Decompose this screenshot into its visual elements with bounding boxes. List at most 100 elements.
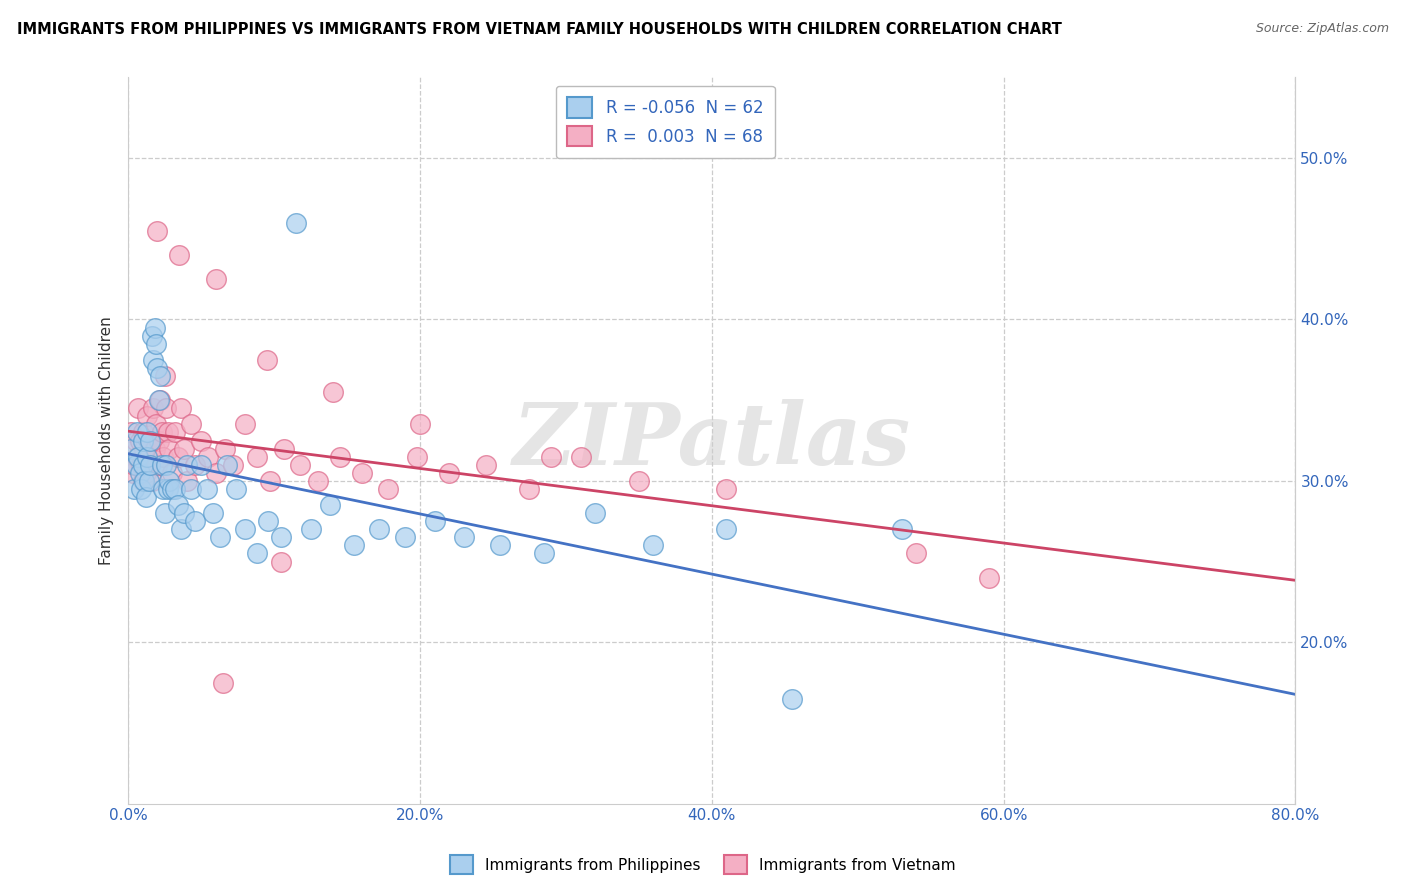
Point xyxy=(285,216,308,230)
Point xyxy=(409,417,432,432)
Point xyxy=(134,474,156,488)
Point xyxy=(142,352,165,367)
Point xyxy=(170,522,193,536)
Point xyxy=(890,522,912,536)
Point xyxy=(146,360,169,375)
Point xyxy=(145,417,167,432)
Point xyxy=(132,458,155,472)
Point xyxy=(129,434,152,448)
Point xyxy=(257,514,280,528)
Point xyxy=(125,425,148,440)
Point xyxy=(139,434,162,448)
Point xyxy=(150,425,173,440)
Point xyxy=(540,450,562,464)
Point xyxy=(132,474,155,488)
Legend: R = -0.056  N = 62, R =  0.003  N = 68: R = -0.056 N = 62, R = 0.003 N = 68 xyxy=(555,86,775,158)
Point xyxy=(143,442,166,456)
Point xyxy=(145,336,167,351)
Point xyxy=(176,458,198,472)
Point xyxy=(204,466,226,480)
Point xyxy=(321,385,343,400)
Point xyxy=(129,466,152,480)
Point xyxy=(155,401,177,416)
Legend: Immigrants from Philippines, Immigrants from Vietnam: Immigrants from Philippines, Immigrants … xyxy=(444,849,962,880)
Point xyxy=(166,450,188,464)
Point xyxy=(489,538,512,552)
Point xyxy=(377,482,399,496)
Point xyxy=(209,530,232,544)
Point xyxy=(259,474,281,488)
Point xyxy=(135,466,157,480)
Point xyxy=(519,482,541,496)
Point xyxy=(169,248,191,262)
Point xyxy=(127,401,149,416)
Point xyxy=(166,498,188,512)
Point xyxy=(290,458,312,472)
Point xyxy=(204,272,226,286)
Point xyxy=(180,482,202,496)
Point xyxy=(184,514,207,528)
Point xyxy=(148,434,170,448)
Point xyxy=(716,522,738,536)
Point xyxy=(139,458,162,472)
Point xyxy=(121,466,143,480)
Point xyxy=(299,522,322,536)
Point xyxy=(176,474,198,488)
Point xyxy=(135,490,157,504)
Point xyxy=(343,538,366,552)
Point xyxy=(157,474,180,488)
Point xyxy=(132,425,155,440)
Point xyxy=(439,466,461,480)
Point xyxy=(156,482,179,496)
Point xyxy=(318,498,340,512)
Point xyxy=(716,482,738,496)
Point xyxy=(157,442,180,456)
Point xyxy=(583,506,606,520)
Point xyxy=(131,482,153,496)
Point xyxy=(160,482,183,496)
Point xyxy=(131,458,153,472)
Point xyxy=(246,547,269,561)
Point xyxy=(368,522,391,536)
Point xyxy=(180,417,202,432)
Point xyxy=(233,522,256,536)
Point xyxy=(977,571,1000,585)
Point xyxy=(246,450,269,464)
Point xyxy=(136,425,159,440)
Y-axis label: Family Households with Children: Family Households with Children xyxy=(100,316,114,565)
Point xyxy=(127,450,149,464)
Point xyxy=(146,458,169,472)
Point xyxy=(134,442,156,456)
Point xyxy=(212,675,235,690)
Point xyxy=(132,434,155,448)
Point xyxy=(160,466,183,480)
Text: Source: ZipAtlas.com: Source: ZipAtlas.com xyxy=(1256,22,1389,36)
Point xyxy=(149,393,172,408)
Point xyxy=(225,482,247,496)
Point xyxy=(423,514,446,528)
Point xyxy=(643,538,665,552)
Point xyxy=(190,434,212,448)
Point xyxy=(149,369,172,384)
Point xyxy=(136,409,159,424)
Point xyxy=(256,352,278,367)
Point xyxy=(152,482,174,496)
Point xyxy=(195,482,218,496)
Point xyxy=(173,442,195,456)
Point xyxy=(184,458,207,472)
Point xyxy=(307,474,329,488)
Point xyxy=(197,450,219,464)
Point xyxy=(350,466,373,480)
Point xyxy=(173,506,195,520)
Point xyxy=(214,442,236,456)
Point xyxy=(170,401,193,416)
Point xyxy=(163,425,186,440)
Point xyxy=(153,506,176,520)
Text: ZIPatlas: ZIPatlas xyxy=(513,399,911,483)
Point xyxy=(153,369,176,384)
Point xyxy=(270,530,292,544)
Point xyxy=(136,450,159,464)
Point xyxy=(124,434,146,448)
Point xyxy=(222,458,245,472)
Point xyxy=(148,393,170,408)
